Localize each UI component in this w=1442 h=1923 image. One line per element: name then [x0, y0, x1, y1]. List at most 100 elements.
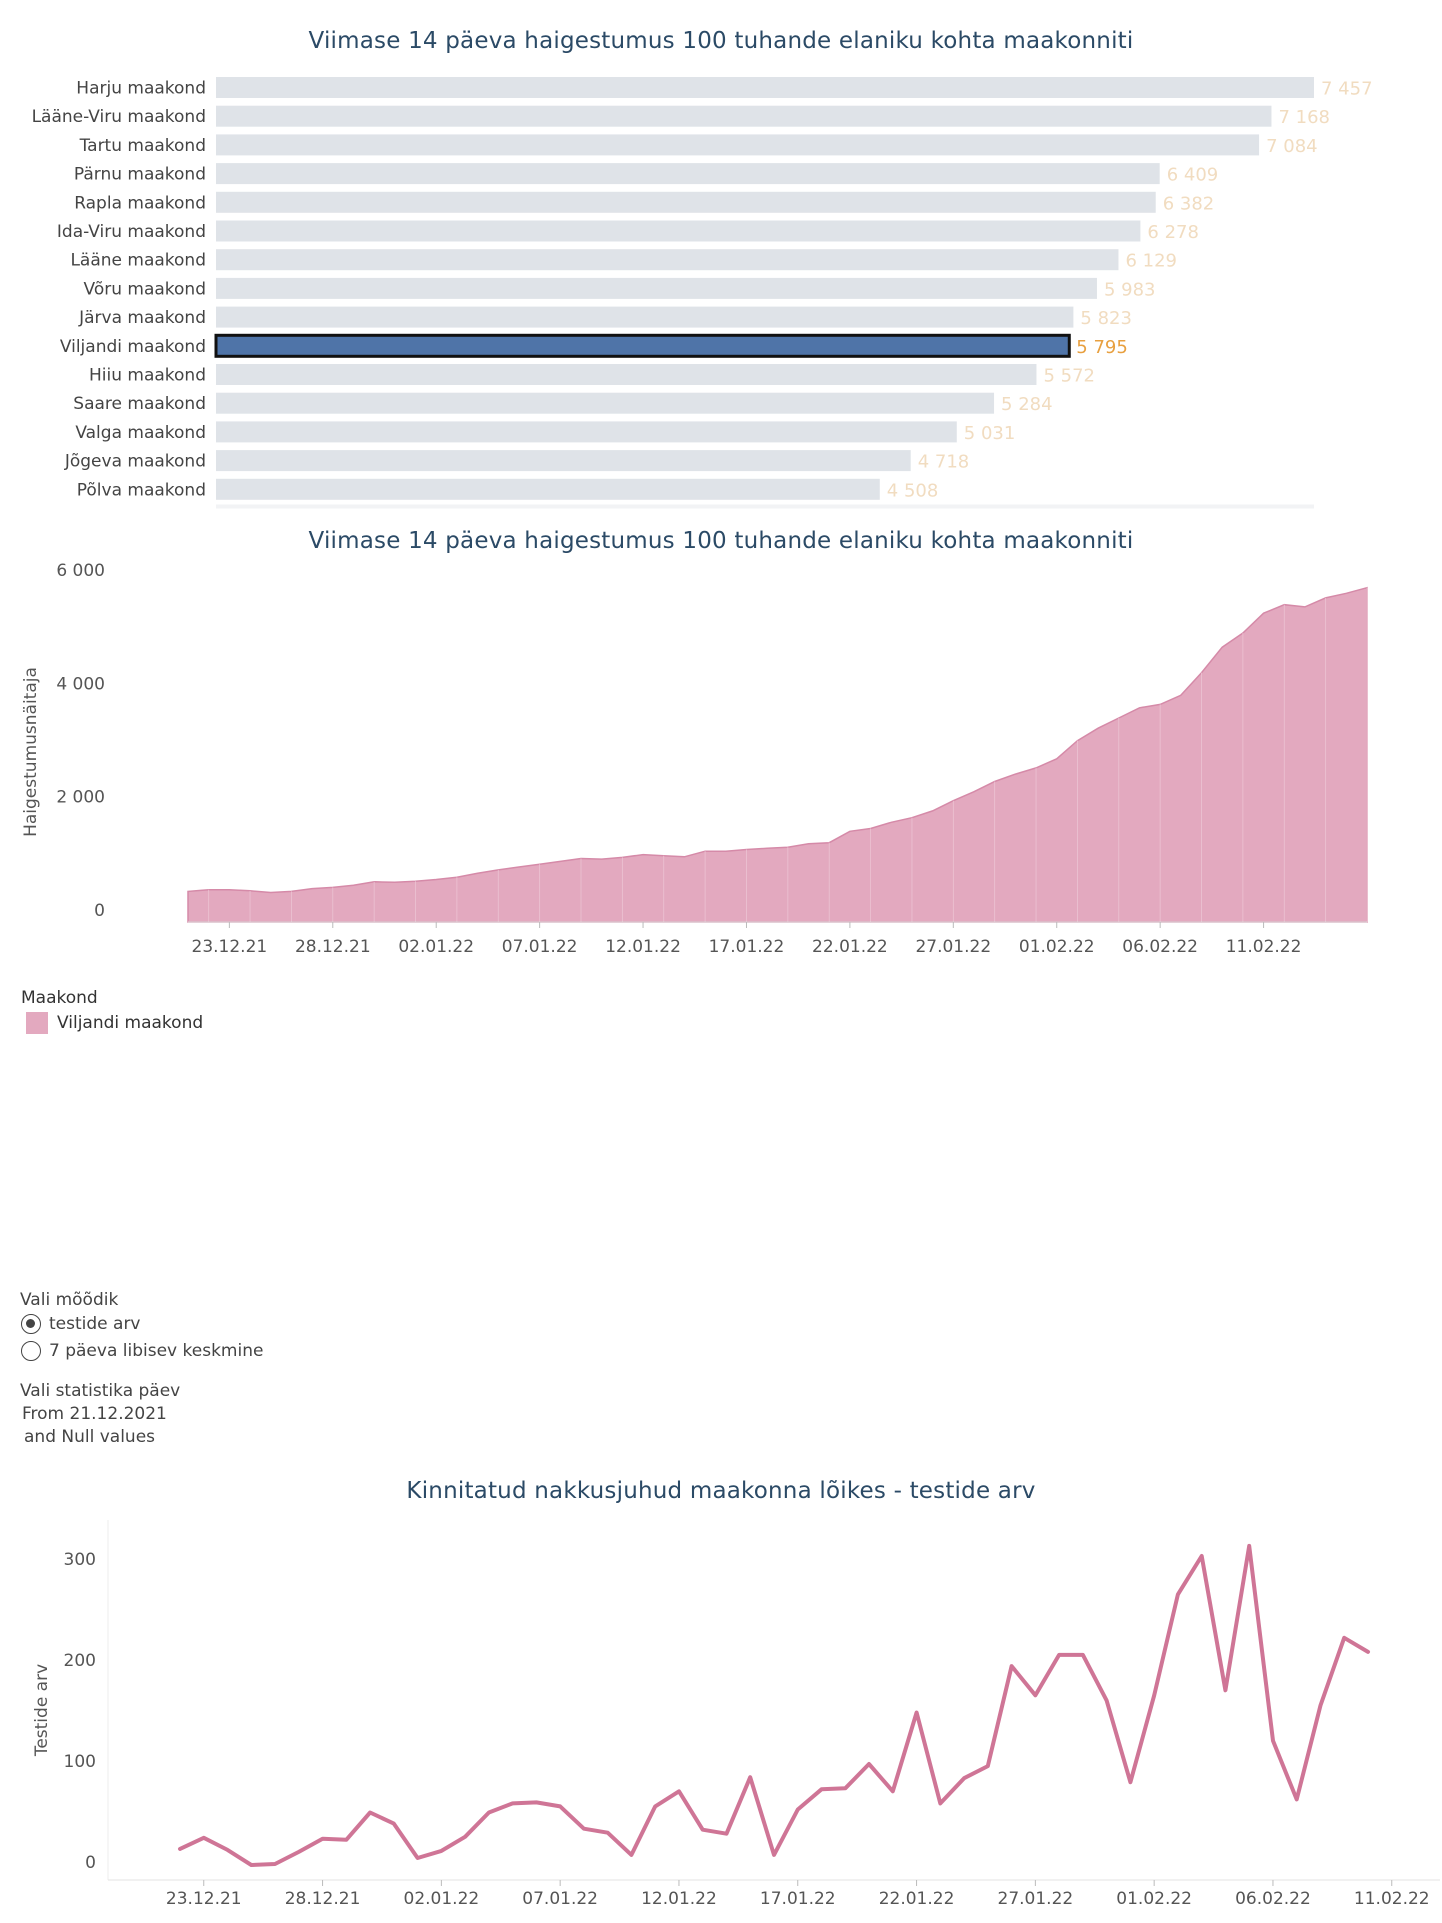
bar-category-label: Ida-Viru maakond — [57, 222, 206, 242]
legend-title: Maakond — [21, 988, 98, 1008]
bar-category-label: Jõgeva maakond — [64, 452, 206, 472]
bar-value-label: 5 795 — [1076, 337, 1128, 358]
area-y-tick-label: 0 — [94, 901, 105, 921]
bar-category-label: Lääne-Viru maakond — [32, 107, 206, 127]
bar-category-label: Tartu maakond — [79, 136, 206, 156]
line-x-tick-label: 17.01.22 — [760, 1889, 836, 1909]
bar — [216, 191, 1156, 213]
legend-item-viljandi[interactable]: Viljandi maakond — [26, 1012, 203, 1034]
line-chart: 0 100 200 300 23.12.21 28.12.21 02.01.22 07.01.… — [32, 1520, 1440, 1909]
bar-category-label: Viljandi maakond — [60, 337, 206, 357]
line-y-tick-label: 0 — [85, 1853, 96, 1873]
area-x-tick-label: 17.01.22 — [709, 937, 785, 957]
area-x-tick-label: 23.12.21 — [192, 937, 268, 957]
area-y-axis-label: Haigestumusnäitaja — [21, 667, 41, 837]
area-x-tick-label: 02.01.22 — [398, 937, 474, 957]
line-x-tick-label: 22.01.22 — [879, 1889, 955, 1909]
line-x-tick-label: 12.01.22 — [641, 1889, 717, 1909]
bar-category-label: Lääne maakond — [70, 251, 206, 271]
bar — [216, 421, 957, 443]
radio-option-label: testide arv — [49, 1314, 141, 1334]
bar — [216, 220, 1141, 242]
radio-option-label: 7 päeva libisev keskmine — [49, 1341, 264, 1361]
bar-value-label: 5 284 — [1001, 394, 1053, 415]
line-x-tick-label: 07.01.22 — [522, 1889, 598, 1909]
bar-value-label: 6 278 — [1147, 222, 1199, 243]
radio-unselected-icon[interactable] — [21, 1341, 41, 1361]
area-x-tick-label: 01.02.22 — [1019, 937, 1095, 957]
bar-highlighted — [214, 333, 1071, 358]
bar-value-label: 5 572 — [1043, 366, 1095, 387]
area-y-tick-label: 4 000 — [56, 674, 105, 694]
line-x-tick-label: 02.01.22 — [404, 1889, 480, 1909]
bar — [216, 277, 1097, 299]
area-x-tick-label: 22.01.22 — [812, 937, 888, 957]
bar — [216, 105, 1272, 127]
bar-value-label: 5 823 — [1080, 308, 1132, 329]
radio-option-tests[interactable]: testide arv — [21, 1314, 141, 1334]
bar — [216, 306, 1074, 328]
bar-value-label: 4 718 — [918, 452, 970, 473]
bar-category-label: Hiiu maakond — [89, 366, 206, 386]
bar-category-label: Valga maakond — [75, 423, 206, 443]
legend-swatch — [26, 1012, 48, 1034]
statistics-day-from: From 21.12.2021 — [22, 1404, 167, 1424]
line-x-tick-label: 27.01.22 — [998, 1889, 1074, 1909]
area-chart: 0 2 000 4 000 6 000 23.12.21 28.12.21 02.01.22… — [21, 561, 1368, 957]
bar — [216, 134, 1260, 156]
line-x-tick-label: 23.12.21 — [166, 1889, 242, 1909]
area-x-tick-label: 12.01.22 — [605, 937, 681, 957]
line-chart-title: Kinnitatud nakkusjuhud maakonna lõikes -… — [406, 1478, 1036, 1504]
line-y-tick-label: 300 — [64, 1550, 96, 1570]
bar-value-label: 7 084 — [1266, 136, 1318, 157]
bar-chart-title: Viimase 14 päeva haigestumus 100 tuhande… — [308, 28, 1134, 54]
bar-chart-bottom-strip — [216, 504, 1314, 509]
area-x-tick-label: 11.02.22 — [1226, 937, 1302, 957]
area-x-tick-label: 07.01.22 — [502, 937, 578, 957]
line-x-tick-label: 28.12.21 — [285, 1889, 361, 1909]
bar-category-label: Saare maakond — [73, 394, 206, 414]
bar-chart: Harju maakond 7 457 Lääne-Viru maakond 7 16… — [32, 77, 1373, 509]
bar — [216, 392, 995, 414]
radio-selected-icon[interactable] — [21, 1314, 41, 1334]
line-y-tick-label: 200 — [64, 1651, 96, 1671]
bar-value-label: 7 457 — [1321, 79, 1373, 100]
legend-item-label: Viljandi maakond — [57, 1013, 204, 1033]
area-series-viljandi — [187, 586, 1368, 923]
area-y-tick-label: 6 000 — [56, 561, 105, 581]
bar — [216, 249, 1119, 271]
bar-category-label: Pärnu maakond — [74, 165, 206, 185]
bar-value-label: 5 031 — [964, 423, 1016, 444]
bar — [216, 364, 1037, 385]
area-y-tick-label: 2 000 — [56, 788, 105, 808]
radio-option-rolling-average[interactable]: 7 päeva libisev keskmine — [21, 1341, 263, 1361]
area-x-tick-label: 06.02.22 — [1122, 937, 1198, 957]
bar-value-label: 6 129 — [1125, 251, 1177, 272]
line-x-tick-label: 06.02.22 — [1235, 1889, 1311, 1909]
line-x-tick-label: 01.02.22 — [1116, 1889, 1192, 1909]
bar-category-label: Harju maakond — [76, 79, 206, 99]
line-series-viljandi — [178, 1543, 1370, 1867]
bar — [216, 450, 911, 472]
bar-value-label: 6 409 — [1167, 165, 1219, 186]
bar-value-label: 4 508 — [887, 480, 939, 501]
bar-value-label: 7 168 — [1278, 107, 1330, 128]
bar — [216, 77, 1314, 98]
bar-category-label: Järva maakond — [78, 308, 206, 328]
bar-value-label: 6 382 — [1163, 193, 1215, 214]
statistics-day-label: Vali statistika päev — [20, 1381, 181, 1401]
area-chart-title: Viimase 14 päeva haigestumus 100 tuhande… — [308, 528, 1134, 554]
line-y-tick-label: 100 — [64, 1752, 96, 1772]
metric-selector-label: Vali mõõdik — [20, 1290, 119, 1310]
line-y-axis-label: Testide arv — [32, 1664, 52, 1757]
bar-value-label: 5 983 — [1104, 279, 1156, 300]
line-x-tick-label: 11.02.22 — [1354, 1889, 1430, 1909]
statistics-day-null: and Null values — [24, 1427, 156, 1447]
bar-category-label: Põlva maakond — [77, 480, 206, 500]
bar-category-label: Võru maakond — [84, 279, 206, 299]
bar-category-label: Rapla maakond — [74, 193, 206, 213]
area-x-tick-label: 27.01.22 — [915, 937, 991, 957]
area-x-tick-label: 28.12.21 — [295, 937, 371, 957]
bar — [216, 163, 1160, 185]
bar — [216, 478, 880, 500]
